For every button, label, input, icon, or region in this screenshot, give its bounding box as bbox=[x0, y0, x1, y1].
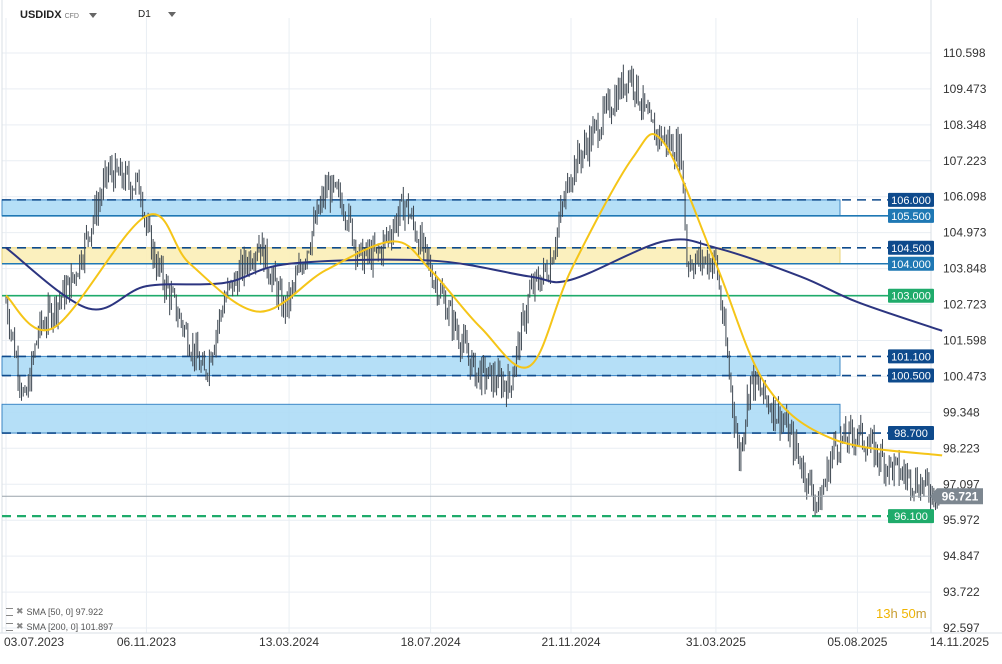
level-label: 104.000 bbox=[888, 256, 934, 271]
blue-zone bbox=[1, 355, 841, 377]
level-label: 96.100 bbox=[888, 509, 934, 524]
y-tick-label: 110.598 bbox=[943, 46, 986, 60]
level-label-bg bbox=[888, 208, 934, 223]
level-label: 98.700 bbox=[888, 426, 934, 441]
y-tick-label: 109.473 bbox=[943, 82, 987, 96]
level-label-bg bbox=[888, 349, 934, 364]
close-icon[interactable]: ✖ bbox=[16, 621, 24, 631]
current-price-text: 96.721 bbox=[942, 489, 979, 503]
candle-timer: 13h 50m bbox=[876, 606, 927, 621]
level-label: 105.500 bbox=[888, 208, 934, 223]
indicator-label: SMA [50, 0] 97.922 bbox=[26, 606, 104, 617]
y-tick-label: 92.597 bbox=[943, 621, 980, 635]
x-tick-label: 21.11.2024 bbox=[541, 635, 600, 649]
timer-m-unit: m bbox=[915, 606, 927, 621]
timeframe-selector[interactable]: D1 bbox=[138, 9, 176, 20]
price-bars bbox=[5, 64, 941, 516]
x-tick-label: 06.11.2023 bbox=[117, 635, 176, 649]
blue-zone bbox=[1, 403, 841, 434]
chevron-down-icon[interactable] bbox=[167, 11, 176, 17]
current-price-bg bbox=[930, 488, 983, 505]
y-tick-label: 108.348 bbox=[943, 118, 987, 132]
x-tick-label: 18.07.2024 bbox=[401, 635, 461, 649]
timer-hours: 13 bbox=[876, 606, 891, 621]
symbol-label: USDIDX bbox=[20, 9, 62, 21]
level-label-bg bbox=[888, 240, 934, 255]
sma200-line bbox=[5, 238, 943, 332]
menu-icon[interactable] bbox=[6, 607, 13, 616]
indicator-label: SMA [200, 0] 101.897 bbox=[26, 621, 114, 632]
blue-zone bbox=[1, 199, 841, 217]
level-label-bg bbox=[888, 509, 934, 524]
level-label: 101.100 bbox=[888, 349, 934, 364]
level-label-text: 104.500 bbox=[891, 243, 931, 255]
indicator-legend-sma200[interactable]: ✖ SMA [200, 0] 101.897 bbox=[6, 621, 113, 632]
y-tick-label: 95.972 bbox=[943, 513, 980, 527]
level-label: 103.000 bbox=[888, 288, 934, 303]
close-icon[interactable]: ✖ bbox=[16, 606, 24, 616]
x-tick-label: 14.11.2025 bbox=[930, 635, 989, 649]
y-tick-label: 107.223 bbox=[943, 154, 987, 168]
level-label: 106.000 bbox=[888, 192, 934, 207]
level-label-bg bbox=[888, 256, 934, 271]
symbol-tag: CFD bbox=[64, 13, 79, 20]
y-tick-label: 94.847 bbox=[943, 549, 980, 563]
level-label-text: 96.100 bbox=[894, 511, 928, 523]
level-label: 100.500 bbox=[888, 368, 934, 383]
x-tick-label: 05.08.2025 bbox=[827, 635, 887, 649]
y-tick-label: 98.223 bbox=[943, 441, 980, 455]
x-tick-label: 13.03.2024 bbox=[259, 635, 319, 649]
timer-minutes: 50 bbox=[901, 606, 916, 621]
symbol-selector[interactable]: USDIDX CFD bbox=[20, 9, 98, 21]
y-tick-label: 99.348 bbox=[943, 405, 980, 419]
timer-h-unit: h bbox=[890, 606, 898, 621]
level-label-bg bbox=[888, 192, 934, 207]
y-tick-label: 104.973 bbox=[943, 226, 987, 240]
y-tick-label: 102.723 bbox=[943, 298, 987, 312]
level-label-bg bbox=[888, 368, 934, 383]
x-tick-label: 31.03.2025 bbox=[686, 635, 746, 649]
level-label-text: 104.000 bbox=[891, 259, 931, 271]
y-tick-label: 97.097 bbox=[943, 477, 980, 491]
y-tick-label: 103.848 bbox=[943, 262, 987, 276]
chevron-down-icon[interactable] bbox=[89, 12, 98, 18]
sma50-line bbox=[5, 133, 943, 457]
y-tick-label: 93.722 bbox=[943, 585, 980, 599]
timeframe-label: D1 bbox=[138, 9, 151, 20]
level-label-text: 103.000 bbox=[891, 291, 931, 303]
level-label-text: 105.500 bbox=[891, 211, 931, 223]
menu-icon[interactable] bbox=[6, 622, 13, 631]
current-price-label: 96.721 bbox=[930, 488, 983, 505]
y-tick-label: 106.098 bbox=[943, 190, 987, 204]
level-label-text: 106.000 bbox=[891, 195, 931, 207]
level-label-text: 98.700 bbox=[894, 428, 928, 440]
x-tick-label: 03.07.2023 bbox=[4, 635, 64, 649]
level-label-text: 100.500 bbox=[891, 371, 931, 383]
level-label-text: 101.100 bbox=[891, 351, 931, 363]
y-tick-label: 100.473 bbox=[943, 369, 987, 383]
level-label: 104.500 bbox=[888, 240, 934, 255]
level-label-bg bbox=[888, 288, 934, 303]
y-tick-label: 101.598 bbox=[943, 333, 987, 347]
indicator-legend-sma50[interactable]: ✖ SMA [50, 0] 97.922 bbox=[6, 606, 103, 617]
level-label-bg bbox=[888, 426, 934, 441]
